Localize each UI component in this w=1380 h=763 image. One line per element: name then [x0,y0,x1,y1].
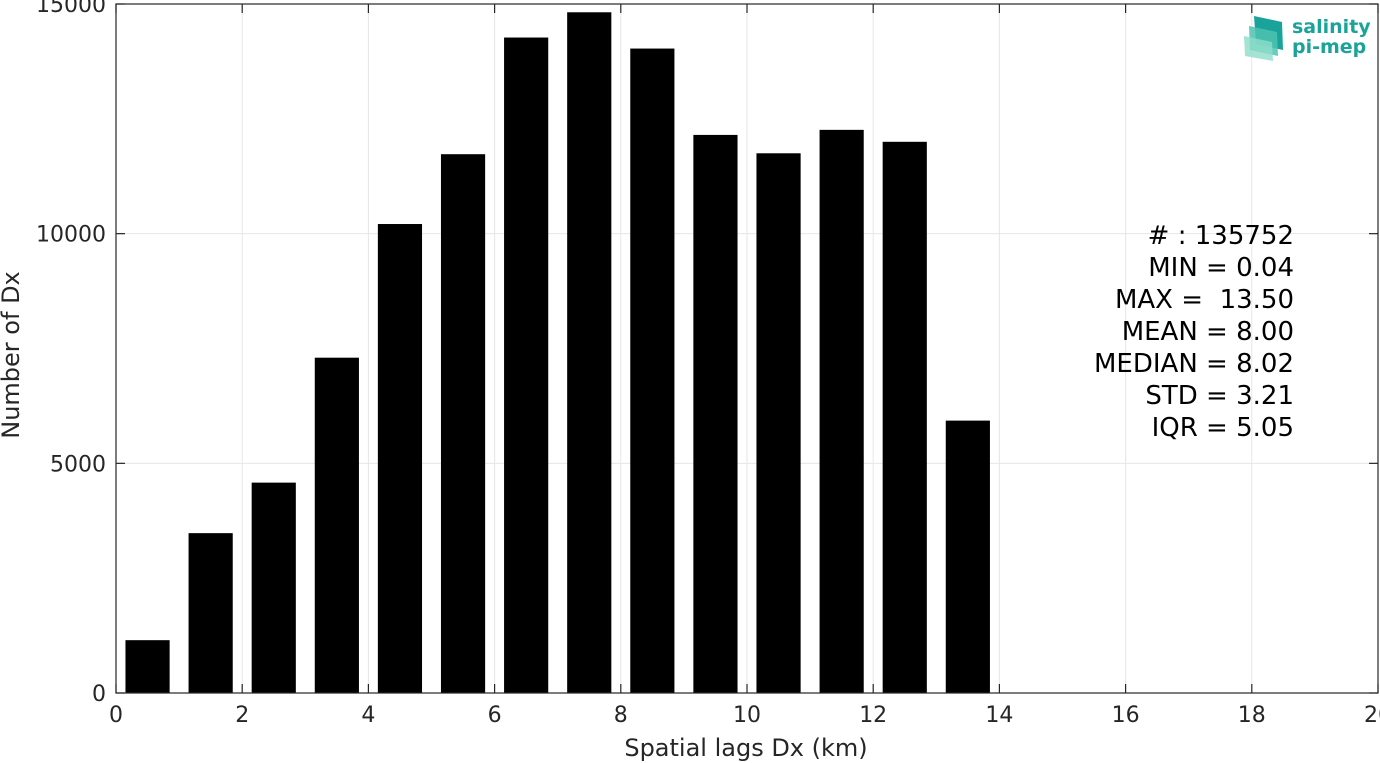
x-tick-label: 6 [488,703,502,728]
bar-8.5 [630,48,675,693]
y-tick-label: 15000 [36,0,106,18]
bar-9.5 [693,134,738,693]
salinity-pi-mep-logo: salinity pi-mep [1244,16,1371,61]
bar-1.5 [188,533,233,693]
bar-3.5 [314,357,359,693]
x-tick-label: 2 [235,703,249,728]
x-tick-label: 8 [614,703,628,728]
bar-11.5 [819,129,864,694]
logo-text-line1: salinity [1292,16,1371,38]
stats-line: MAX = 13.50 [1115,285,1294,315]
bar-0.5 [125,640,170,693]
x-tick-label: 14 [985,703,1013,728]
x-axis-title: Spatial lags Dx (km) [624,734,867,762]
y-axis-title: Number of Dx [0,271,25,438]
bar-2.5 [251,482,296,693]
bar-6.5 [504,37,549,694]
tick-marks [115,3,1379,694]
logo-mark-icon [1244,16,1283,61]
y-tick-labels: 0 5000 10000 15000 [36,0,106,707]
bars-group [125,12,990,694]
x-tick-label: 10 [733,703,761,728]
stats-line: MEDIAN = 8.02 [1094,349,1294,379]
x-tick-label: 20 [1364,703,1380,728]
y-tick-label: 10000 [36,223,106,248]
bar-12.5 [882,141,927,694]
bar-7.5 [567,12,612,693]
bar-10.5 [756,153,801,694]
x-tick-label: 4 [361,703,375,728]
stats-line: STD = 3.21 [1145,381,1294,411]
y-tick-label: 0 [92,682,106,707]
stats-line: MEAN = 8.00 [1122,317,1294,347]
logo-text-line2: pi-mep [1292,36,1366,58]
y-tick-label: 5000 [50,452,106,477]
x-tick-label: 18 [1238,703,1266,728]
x-tick-label: 16 [1112,703,1140,728]
x-tick-label: 12 [859,703,887,728]
x-tick-labels: 0 2 4 6 8 10 12 14 16 18 20 [109,703,1380,728]
stats-line: # : 135752 [1148,221,1294,251]
stats-line: MIN = 0.04 [1148,253,1294,283]
x-tick-label: 0 [109,703,123,728]
bar-13.5 [945,420,990,693]
bar-4.5 [377,224,423,693]
stats-line: IQR = 5.05 [1152,413,1294,443]
bar-5.5 [440,154,486,693]
